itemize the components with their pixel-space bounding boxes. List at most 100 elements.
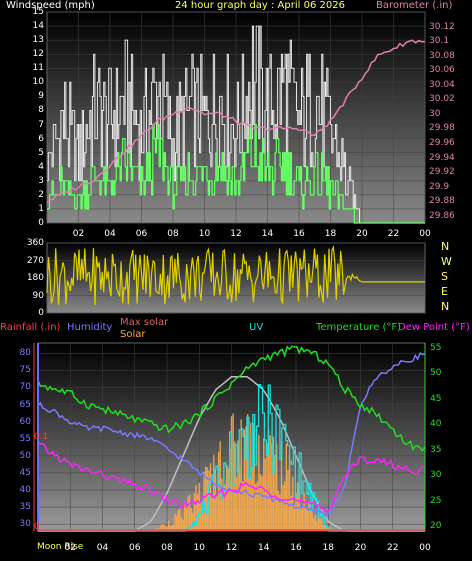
wind-x-tick: 02 <box>72 229 85 239</box>
wind-y-tick: 1 <box>38 203 44 214</box>
temp-x-tick: 04 <box>96 543 109 553</box>
compass-label: N <box>441 300 450 313</box>
wind-y-tick: 14 <box>32 21 44 32</box>
dir-y-tick: 270 <box>26 255 44 266</box>
wind-y-tick: 10 <box>32 77 44 88</box>
barometer-line <box>46 39 426 203</box>
humidity-y-tick: 60 <box>19 416 31 427</box>
temp-y-tick: 30 <box>430 470 442 481</box>
wind-x-tick: 06 <box>135 229 148 239</box>
compass-label: W <box>441 255 452 268</box>
temp-y-tick: 55 <box>430 343 442 354</box>
temperature-series <box>37 345 426 452</box>
dew-point-line <box>37 442 426 513</box>
wind-direction-line <box>46 245 425 306</box>
wind-direction-series <box>46 245 425 306</box>
wind-x-tick: 22 <box>387 229 400 239</box>
dir-y-tick: 360 <box>26 238 44 248</box>
baro-y-tick: 29.98 <box>429 123 455 134</box>
dir-y-tick: 180 <box>26 273 44 283</box>
humidity-y-tick: 70 <box>19 382 31 393</box>
compass-label: S <box>441 270 448 283</box>
temp-y-tick: 35 <box>430 444 442 455</box>
uv-series <box>38 383 425 532</box>
wind-y-tick: 9 <box>38 91 44 102</box>
wind-avg-line <box>47 123 425 224</box>
temp-x-tick: 18 <box>322 543 334 553</box>
baro-label: Barometer (.in) <box>376 0 453 11</box>
wind-y-tick: 15 <box>32 7 44 17</box>
wind-x-tick: 18 <box>324 229 337 239</box>
wind-avg-series <box>47 123 425 224</box>
humidity-y-tick: 30 <box>19 519 31 530</box>
baro-y-tick: 30.04 <box>429 79 455 90</box>
humidity-y-tick: 80 <box>19 348 31 359</box>
compass-label: E <box>441 285 448 298</box>
compass-label: N <box>441 240 450 253</box>
baro-y-tick: 30.08 <box>429 50 455 61</box>
wind-x-tick: 10 <box>198 229 211 239</box>
baro-y-tick: 29.88 <box>429 196 455 207</box>
humidity-y-tick: 65 <box>19 399 31 410</box>
wind-y-tick: 3 <box>38 175 44 186</box>
rain-label: Rainfall (.in) <box>0 322 61 333</box>
wind-y-tick: 13 <box>32 35 44 46</box>
barometer-series <box>46 39 426 203</box>
wind-y-tick: 8 <box>38 105 44 116</box>
baro-y-tick: 30.1 <box>429 36 450 47</box>
baro-y-tick: 29.96 <box>429 137 455 148</box>
baro-y-tick: 29.92 <box>429 167 455 178</box>
temp-x-tick: 12 <box>225 543 238 553</box>
humidity-y-tick: 50 <box>19 450 31 461</box>
moon-label: Moon Rise <box>37 542 84 552</box>
temp-x-tick: 00 <box>419 543 431 553</box>
solar-label: Solar <box>120 329 146 340</box>
uv-line <box>38 383 425 532</box>
temp-x-tick: 16 <box>290 543 302 553</box>
temp-x-tick: 20 <box>354 543 367 553</box>
wind-y-tick: 4 <box>38 161 44 172</box>
wind-y-tick: 6 <box>38 133 44 144</box>
wind-x-tick: 04 <box>104 229 116 239</box>
wind-y-tick: 11 <box>32 63 44 74</box>
humidity-label: Humidity <box>67 322 113 333</box>
baro-y-tick: 30.06 <box>429 65 455 76</box>
dir-y-tick: 0 <box>38 308 44 318</box>
rain-y-tick: 0 <box>34 522 40 532</box>
rain-y-tick: 0.1 <box>34 432 49 442</box>
dew-point-series <box>37 442 426 513</box>
temp-x-tick: 02 <box>64 543 76 553</box>
temp-y-tick: 20 <box>430 520 442 531</box>
temperature-line <box>37 345 426 452</box>
temp-y-tick: 25 <box>430 495 442 506</box>
humidity-y-tick: 35 <box>19 502 31 513</box>
dew-label: Dew Point (°F) <box>398 322 470 333</box>
baro-y-tick: 30 <box>429 108 441 119</box>
humidity-y-tick: 45 <box>19 467 31 478</box>
baro-y-tick: 29.86 <box>429 210 455 221</box>
wind-x-tick: 00 <box>419 229 431 239</box>
temp-label: Temperature (°F) <box>316 322 402 333</box>
baro-y-tick: 29.94 <box>429 152 455 163</box>
maxsolar-label: Max solar <box>120 317 169 328</box>
baro-y-tick: 30.12 <box>429 21 455 32</box>
uv-label: UV <box>249 322 264 333</box>
baro-y-tick: 30.02 <box>429 94 455 105</box>
humidity-y-tick: 75 <box>19 365 31 376</box>
wind-x-tick: 08 <box>167 229 179 239</box>
temp-x-tick: 08 <box>161 543 173 553</box>
temp-y-tick: 45 <box>430 393 442 404</box>
humidity-y-tick: 55 <box>19 433 31 444</box>
wind-x-tick: 12 <box>230 229 242 239</box>
temp-x-tick: 14 <box>258 543 270 553</box>
wind-y-tick: 2 <box>38 189 44 200</box>
temp-x-tick: 10 <box>193 543 205 553</box>
wind-y-tick: 7 <box>38 119 44 130</box>
solar-series <box>151 413 344 531</box>
temp-y-tick: 50 <box>430 368 442 379</box>
wind-y-tick: 5 <box>38 147 44 158</box>
temp-y-tick: 40 <box>430 419 442 430</box>
dir-y-tick: 90 <box>32 290 44 301</box>
temp-x-tick: 22 <box>387 543 399 553</box>
wind-y-tick: 12 <box>32 49 44 60</box>
